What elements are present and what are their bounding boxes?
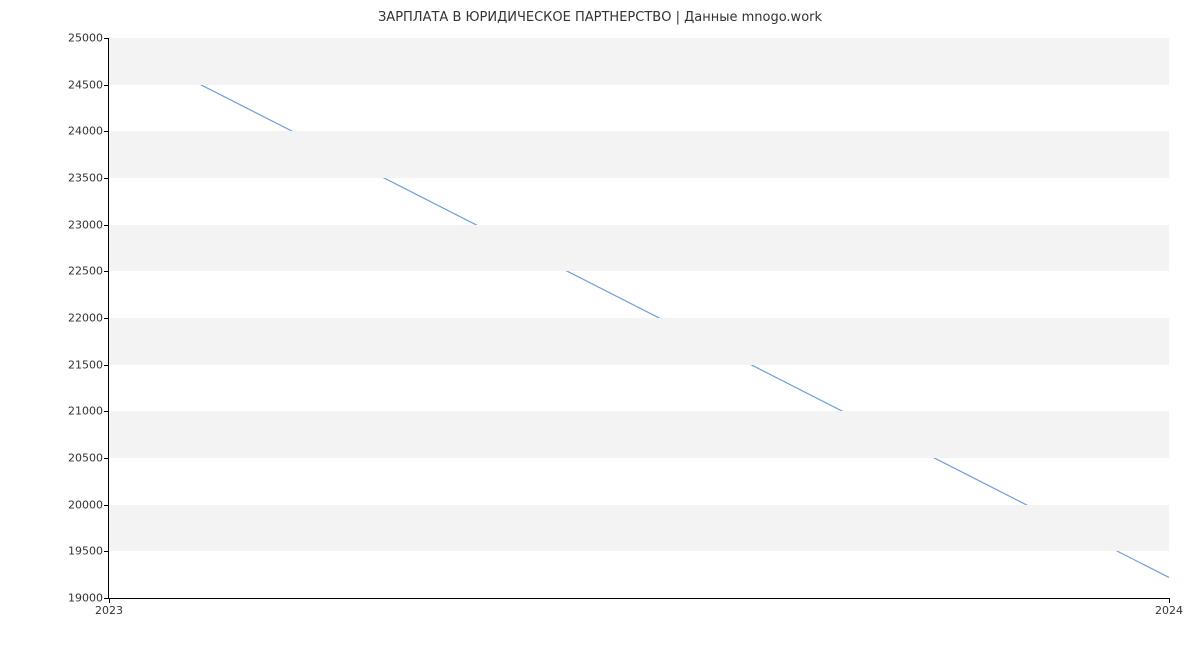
x-tick-label: 2024 [1155, 598, 1183, 617]
chart-container: ЗАРПЛАТА В ЮРИДИЧЕСКОЕ ПАРТНЕРСТВО | Дан… [0, 0, 1200, 650]
grid-band [109, 318, 1169, 365]
grid-band [109, 131, 1169, 178]
y-tick-label: 20500 [68, 452, 109, 465]
grid-band [109, 271, 1169, 318]
chart-title: ЗАРПЛАТА В ЮРИДИЧЕСКОЕ ПАРТНЕРСТВО | Дан… [0, 10, 1200, 25]
y-tick-label: 20000 [68, 498, 109, 511]
plot-area: 1900019500200002050021000215002200022500… [108, 38, 1169, 599]
grid-band [109, 178, 1169, 225]
y-tick-label: 21500 [68, 358, 109, 371]
grid-band [109, 38, 1169, 85]
y-tick-label: 19500 [68, 545, 109, 558]
grid-band [109, 225, 1169, 272]
grid-band [109, 85, 1169, 132]
y-tick-label: 22000 [68, 312, 109, 325]
grid-band [109, 458, 1169, 505]
grid-band [109, 411, 1169, 458]
y-tick-label: 25000 [68, 32, 109, 45]
grid-band [109, 365, 1169, 412]
y-tick-label: 23000 [68, 218, 109, 231]
y-tick-label: 23500 [68, 172, 109, 185]
y-tick-label: 24000 [68, 125, 109, 138]
y-tick-label: 24500 [68, 78, 109, 91]
y-tick-label: 22500 [68, 265, 109, 278]
grid-band [109, 551, 1169, 598]
y-tick-label: 21000 [68, 405, 109, 418]
grid-band [109, 505, 1169, 552]
x-tick-label: 2023 [95, 598, 123, 617]
